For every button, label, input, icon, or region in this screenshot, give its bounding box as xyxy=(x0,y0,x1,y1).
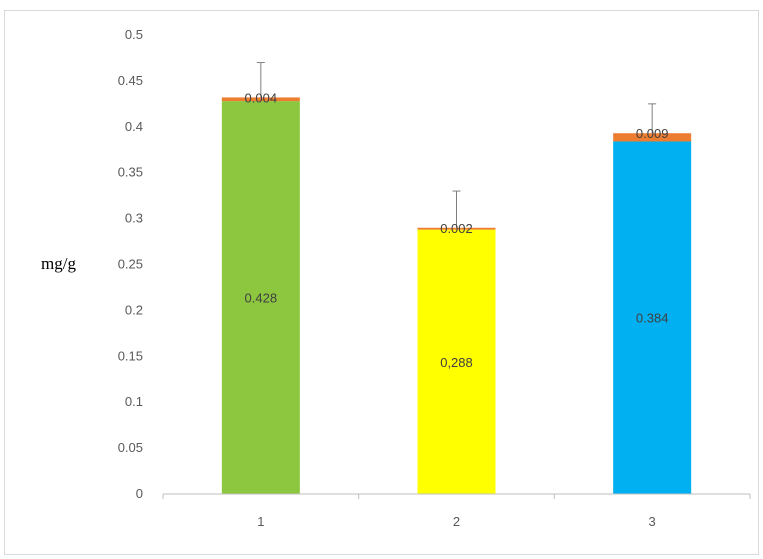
y-tick-label: 0.25 xyxy=(118,257,143,272)
x-tick-label: 3 xyxy=(649,514,656,529)
y-axis: 0 0.05 0.1 0.15 0.2 0.25 0.3 0.35 0.4 0.45 0.5 xyxy=(118,27,143,501)
data-label: 0.428 xyxy=(245,291,278,306)
y-tick-label: 0.05 xyxy=(118,440,143,455)
data-label: 0,288 xyxy=(440,355,473,370)
x-tick-label: 1 xyxy=(257,514,264,529)
data-label: 0.004 xyxy=(245,90,278,105)
bar-segment-top xyxy=(221,97,300,102)
y-tick-label: 0 xyxy=(136,486,143,501)
y-tick-label: 0.3 xyxy=(125,211,143,226)
data-label: 0.384 xyxy=(636,311,669,326)
y-axis-label: mg/g xyxy=(41,254,76,273)
bar-segment-top xyxy=(613,133,692,142)
y-tick-label: 0.5 xyxy=(125,27,143,42)
bar-segment-base xyxy=(417,229,496,494)
data-label: 0.009 xyxy=(636,126,669,141)
bar-segment-top xyxy=(417,227,496,230)
y-tick-label: 0.1 xyxy=(125,394,143,409)
y-tick-label: 0.45 xyxy=(118,73,143,88)
y-tick-label: 0.35 xyxy=(118,165,143,180)
data-label: 0.002 xyxy=(440,221,473,236)
bar-segment-base xyxy=(613,141,692,494)
bar-segment-base xyxy=(221,101,300,494)
x-axis: 1 2 3 xyxy=(162,493,751,529)
y-tick-label: 0.2 xyxy=(125,302,143,317)
x-tick-label: 2 xyxy=(453,514,460,529)
bars-group: 0.428 0.004 0,288 0.002 0.384 0.009 xyxy=(221,62,692,494)
y-tick-label: 0.4 xyxy=(125,119,143,134)
y-tick-label: 0.15 xyxy=(118,348,143,363)
